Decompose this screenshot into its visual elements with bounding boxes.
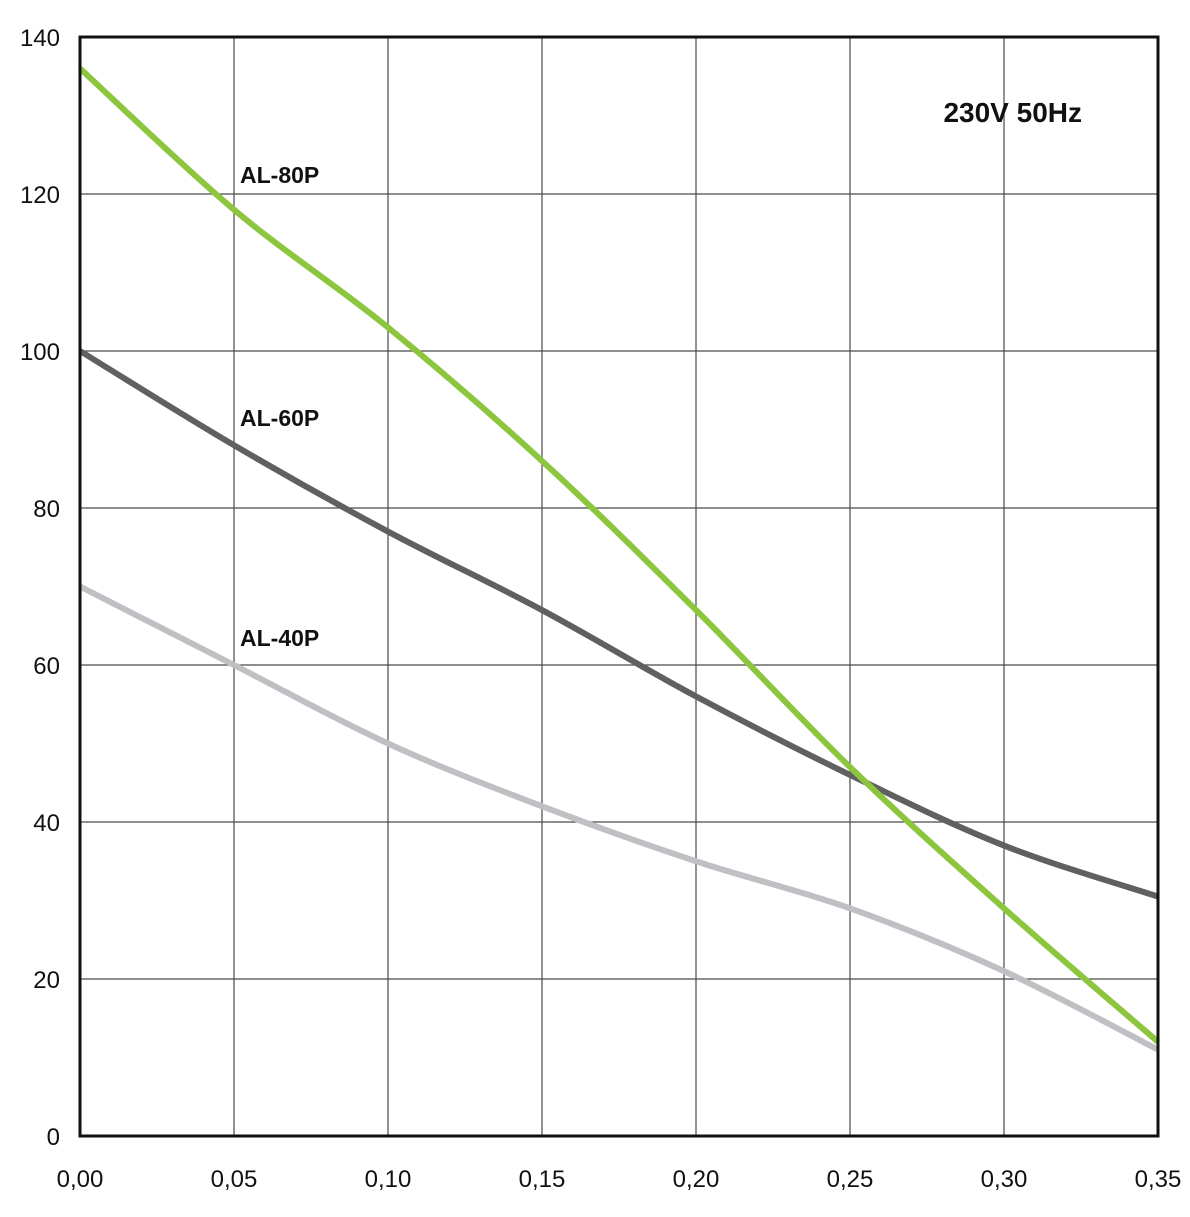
series-line-al-80p: [77, 66, 1160, 1045]
grid: [79, 36, 1159, 1137]
x-tick-label: 0,35: [1135, 1166, 1182, 1193]
series-label-al-80p: AL-80P: [240, 162, 319, 188]
x-tick-label: 0,25: [827, 1166, 874, 1193]
y-tick-label: 100: [20, 339, 60, 366]
annotation-voltage: 230V 50Hz: [943, 97, 1082, 128]
y-tick-label: 80: [33, 496, 60, 523]
x-tick-label: 0,20: [673, 1166, 720, 1193]
x-tick-label: 0,15: [519, 1166, 566, 1193]
plot-frame: [78, 35, 1160, 1138]
series-line-al-40p: [78, 583, 1160, 1053]
x-tick-label: 0,00: [57, 1166, 104, 1193]
x-tick-label: 0,10: [365, 1166, 412, 1193]
series-label-al-40p: AL-40P: [240, 625, 319, 651]
x-axis-ticks: 0,00 0,05 0,10 0,15 0,20 0,25 0,30 0,35: [57, 1166, 1182, 1193]
series-label-al-60p: AL-60P: [240, 405, 319, 431]
y-tick-label: 40: [33, 810, 60, 837]
y-tick-label: 20: [33, 967, 60, 994]
series-lines: [77, 66, 1160, 1053]
x-tick-label: 0,05: [211, 1166, 258, 1193]
series-labels: AL-80P AL-60P AL-40P: [240, 162, 319, 651]
series-line-al-60p: [78, 348, 1159, 900]
y-axis-ticks: 0 20 40 60 80 100 120 140: [20, 25, 60, 1151]
x-tick-label: 0,30: [981, 1166, 1028, 1193]
y-tick-label: 60: [33, 653, 60, 680]
y-tick-label: 120: [20, 182, 60, 209]
y-tick-label: 140: [20, 25, 60, 52]
y-tick-label: 0: [47, 1124, 60, 1151]
